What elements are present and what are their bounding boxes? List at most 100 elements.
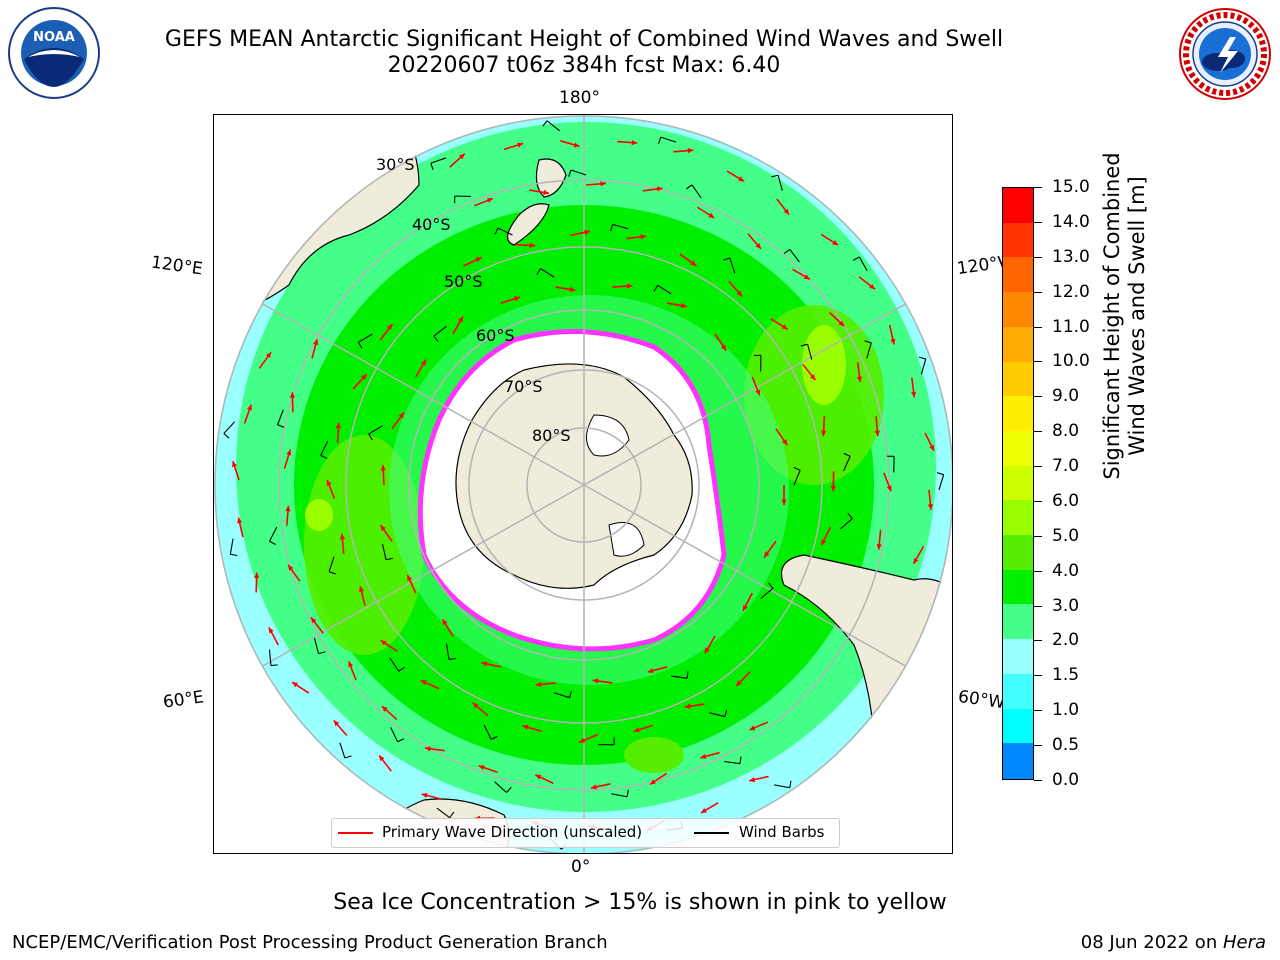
- wave-arrow-head: [929, 444, 935, 451]
- wind-barb: [540, 268, 555, 278]
- wave-arrow-head: [529, 242, 536, 249]
- wave-arrow-head: [592, 678, 599, 684]
- wind-barb-flag: [568, 169, 572, 177]
- wave-arrow-head: [781, 324, 788, 330]
- colorbar-tick-label: 0.5: [1052, 735, 1080, 756]
- wave-arrow-head: [830, 485, 836, 492]
- wave-arrow-head: [633, 727, 640, 733]
- wave-arrow-head: [380, 640, 387, 646]
- wind-barb-flag: [433, 335, 439, 342]
- wave-arrow-head: [700, 807, 707, 813]
- wave-arrow-head: [755, 389, 761, 396]
- wave-arrow-head: [821, 430, 827, 437]
- wave-direction-arrows: [232, 140, 935, 832]
- colorbar-segment: [1003, 639, 1033, 675]
- wave-arrow-head: [579, 737, 586, 743]
- wave-arrow-head: [313, 339, 319, 346]
- wave-arrow-head: [927, 504, 934, 510]
- wind-barb: [760, 587, 774, 599]
- colorbar-tick-label: 13.0: [1052, 246, 1090, 267]
- wind-barb: [858, 256, 868, 272]
- colorbar-segment: [1003, 465, 1033, 501]
- wave-arrow-head: [232, 461, 238, 468]
- wind-barb: [807, 344, 813, 360]
- wave-arrow-head: [803, 274, 810, 280]
- wave-arrow-head: [237, 517, 243, 524]
- lon-label-bottom: 0°: [571, 857, 591, 877]
- wave-arrow-head: [381, 706, 388, 712]
- wave-arrow-head: [700, 753, 707, 759]
- wind-barb-flag: [270, 664, 278, 667]
- colorbar-segment: [1003, 604, 1033, 640]
- map-canvas: 30°S 40°S 50°S 60°S 70°S 80°S: [214, 115, 952, 853]
- colorbar-tick-label: 2.0: [1052, 630, 1080, 651]
- wave-arrow-head: [286, 449, 292, 456]
- wind-barb: [866, 342, 872, 359]
- wave-arrow-head: [704, 647, 710, 654]
- wind-barb: [389, 657, 400, 672]
- colorbar-tick-label: 3.0: [1052, 595, 1080, 616]
- wind-barb: [553, 692, 570, 699]
- wave-arrow-head: [335, 422, 342, 429]
- lat-label-60s: 60°S: [476, 326, 515, 345]
- wind-barb: [570, 169, 587, 176]
- wind-barb-flag: [768, 582, 774, 589]
- wave-arrow-head: [379, 755, 385, 762]
- wave-arrow-head: [420, 680, 427, 686]
- wave-arrow-head: [600, 181, 606, 187]
- wind-barb: [430, 157, 447, 164]
- colorbar-tick: [1034, 675, 1042, 677]
- wave-arrow-head: [475, 257, 482, 263]
- wave-arrow-head: [886, 485, 892, 492]
- wind-barb-flag: [843, 452, 851, 457]
- wave-arrow-head: [535, 681, 542, 688]
- wind-barb: [729, 257, 736, 274]
- wave-arrow-head: [573, 142, 580, 148]
- wave-arrow-head: [424, 746, 431, 752]
- wind-barb-flag: [610, 224, 614, 232]
- wind-barb-flag: [568, 690, 572, 698]
- colorbar-segment: [1003, 708, 1033, 744]
- wave-arrow-head: [326, 479, 332, 486]
- wave-arrow-head: [821, 539, 827, 546]
- colorbar-segment: [1003, 257, 1033, 293]
- wave-arrow-head: [380, 525, 386, 532]
- wind-barb: [657, 284, 672, 295]
- colorbar-tick-label: 1.0: [1052, 700, 1080, 721]
- lat-label-40s: 40°S: [412, 215, 451, 234]
- wind-barb-flag: [490, 735, 498, 740]
- colorbar-segment: [1003, 743, 1033, 779]
- colorbar-tick: [1034, 431, 1042, 433]
- wave-arrow-head: [348, 661, 354, 668]
- colorbar-tick: [1034, 187, 1042, 188]
- wind-barb-flag: [658, 136, 662, 144]
- wave-arrow-head: [517, 142, 524, 148]
- wind-barb-flag: [918, 356, 926, 360]
- wind-barb: [390, 727, 399, 743]
- wave-arrow-head: [265, 352, 272, 359]
- colorbar-tick-label: 10.0: [1052, 351, 1090, 372]
- wave-arrow-head: [856, 376, 863, 383]
- lat-label-70s: 70°S: [504, 377, 543, 396]
- wind-barb: [839, 518, 853, 530]
- lat-label-30s: 30°S: [376, 155, 415, 174]
- wave-arrow-head: [387, 324, 393, 330]
- wind-barb-flag: [448, 657, 456, 661]
- lon-label-lower-left: 60°E: [161, 687, 206, 713]
- wave-arrow-head: [292, 682, 299, 688]
- wave-arrow-head: [832, 240, 839, 246]
- wave-arrow-head: [755, 243, 761, 249]
- colorbar-segment: [1003, 500, 1033, 536]
- wave-arrow-head: [420, 359, 426, 366]
- colorbar-segment: [1003, 326, 1033, 363]
- colorbar-segment: [1003, 396, 1033, 432]
- wind-barb: [445, 643, 450, 660]
- colorbar-tick-label: 4.0: [1052, 560, 1080, 581]
- wave-arrow-head: [874, 430, 880, 437]
- colorbar-tick: [1034, 640, 1042, 642]
- wind-barb: [433, 325, 447, 337]
- wind-barb-flag: [789, 780, 792, 788]
- lon-label-top: 180°: [559, 88, 600, 108]
- wind-barb-flag: [344, 755, 352, 759]
- wave-arrow-head: [742, 604, 748, 611]
